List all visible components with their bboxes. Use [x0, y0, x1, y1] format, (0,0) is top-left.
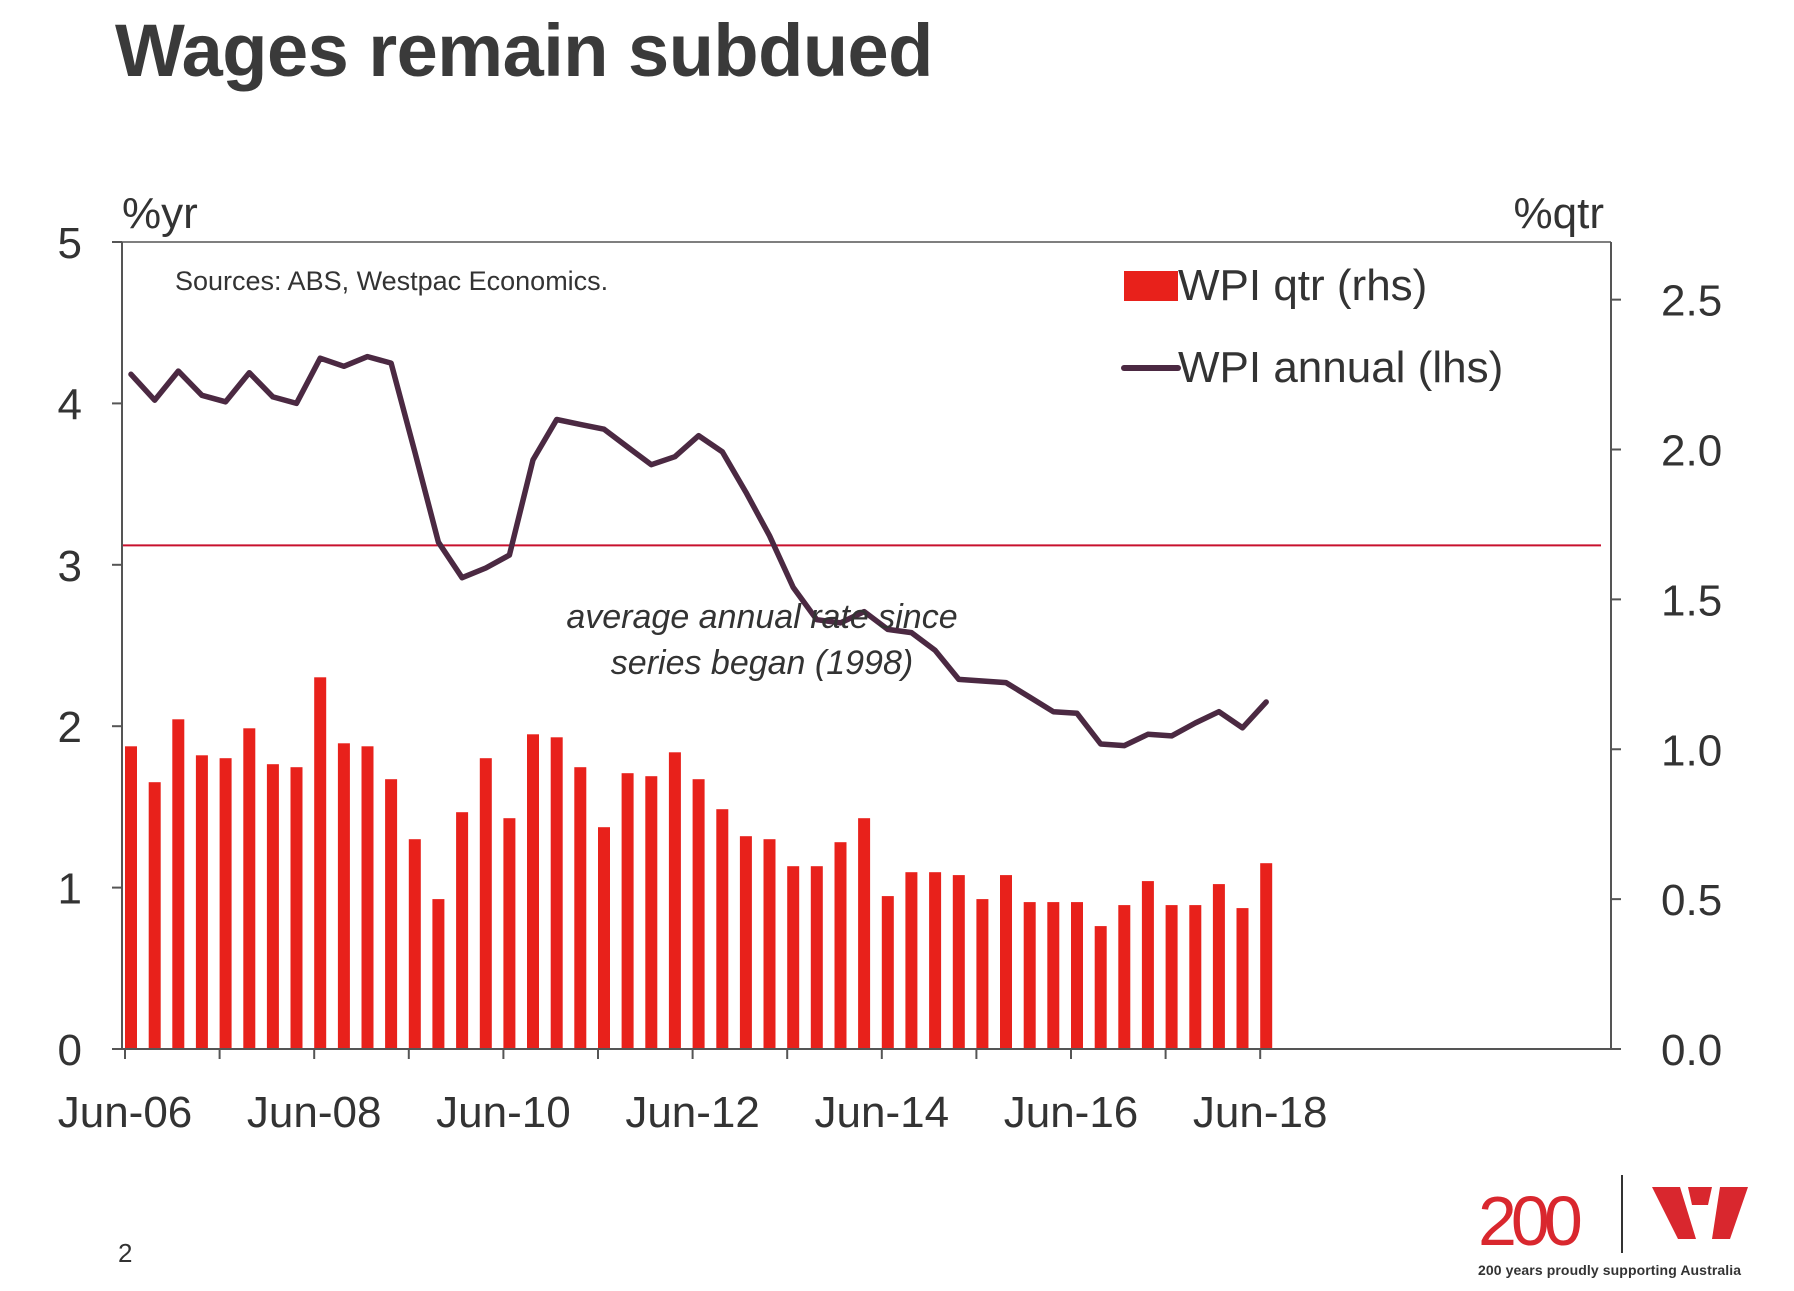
right-tick-label-0.5: 0.5 — [1661, 876, 1722, 925]
bar-Dec-09 — [456, 812, 469, 1049]
bar-Jun-07 — [219, 758, 232, 1049]
bar-Mar-09 — [385, 779, 398, 1049]
left-tick-label-1: 1 — [58, 865, 82, 914]
legend-line-label: WPI annual (lhs) — [1178, 343, 1503, 392]
wpi-annual-line — [128, 353, 1269, 749]
x-tick-label-Jun-10: Jun-10 — [436, 1088, 571, 1137]
bar-Mar-16 — [1047, 902, 1060, 1049]
bar-Dec-12 — [739, 836, 752, 1049]
bar-Mar-15 — [952, 875, 965, 1049]
westpac-200-logo: 200 — [1478, 1175, 1748, 1260]
average-label-line1: average annual rate since — [566, 598, 957, 636]
bar-Mar-11 — [574, 767, 587, 1049]
left-tick-label-5: 5 — [58, 219, 82, 268]
bar-Jun-12 — [692, 779, 705, 1049]
bar-Sep-06 — [148, 782, 161, 1049]
legend: WPI qtr (rhs) WPI annual (lhs) — [1121, 261, 1503, 392]
line-layer — [128, 353, 1269, 749]
bar-Dec-17 — [1212, 884, 1225, 1049]
left-tick-label-0: 0 — [58, 1026, 82, 1075]
bar-Dec-16 — [1118, 905, 1131, 1049]
bar-Mar-07 — [195, 755, 208, 1049]
axes-layer: 0 1 2 3 4 5 0.0 0.5 1.0 1.5 2.0 2.5 Jun-06 Jun-08 Jun-… — [58, 219, 1723, 1137]
bar-Mar-13 — [763, 839, 776, 1049]
average-annotation: average annual rate since series began (… — [566, 598, 957, 682]
left-tick-label-4: 4 — [58, 380, 82, 429]
right-tick-label-2.0: 2.0 — [1661, 427, 1722, 476]
right-tick-label-2.5: 2.5 — [1661, 277, 1722, 326]
logo-w-mid — [1688, 1187, 1712, 1205]
bar-Mar-14 — [858, 818, 871, 1049]
x-tick-label-Jun-06: Jun-06 — [58, 1088, 193, 1137]
bar-Jun-08 — [314, 677, 327, 1049]
right-tick-label-0.0: 0.0 — [1661, 1026, 1722, 1075]
bar-Jun-06 — [125, 746, 137, 1049]
bar-Mar-10 — [479, 758, 492, 1049]
bar-Jun-18 — [1260, 863, 1273, 1049]
bar-Sep-17 — [1189, 905, 1202, 1049]
bars-layer — [125, 677, 1273, 1049]
right-axis-unit: %qtr — [1514, 189, 1604, 238]
legend-bar-swatch — [1124, 271, 1178, 301]
bar-Dec-08 — [361, 746, 374, 1049]
x-tick-label-Jun-16: Jun-16 — [1004, 1088, 1139, 1137]
bar-Jun-16 — [1071, 902, 1083, 1049]
right-tick-label-1.5: 1.5 — [1661, 576, 1722, 625]
bar-Sep-15 — [1000, 875, 1012, 1049]
x-tick-label-Jun-08: Jun-08 — [247, 1088, 382, 1137]
left-tick-label-2: 2 — [58, 703, 82, 752]
bar-Mar-12 — [668, 752, 681, 1049]
bar-Dec-14 — [929, 872, 942, 1049]
left-axis-unit: %yr — [122, 189, 198, 238]
x-tick-label-Jun-14: Jun-14 — [815, 1088, 950, 1137]
bar-Sep-11 — [621, 773, 634, 1049]
bar-Jun-11 — [598, 827, 610, 1049]
bar-Jun-13 — [787, 866, 800, 1049]
legend-bar-label: WPI qtr (rhs) — [1178, 261, 1427, 310]
logo-tagline: 200 years proudly supporting Australia — [1478, 1262, 1742, 1278]
logo-w-right — [1712, 1187, 1748, 1239]
bar-Dec-11 — [645, 776, 658, 1049]
bar-Mar-17 — [1141, 881, 1154, 1049]
bar-Mar-18 — [1236, 908, 1249, 1049]
x-tick-label-Jun-12: Jun-12 — [625, 1088, 760, 1137]
average-label-line2: series began (1998) — [611, 644, 913, 682]
bar-Sep-10 — [527, 734, 539, 1049]
bar-Mar-08 — [290, 767, 303, 1049]
bar-Dec-07 — [266, 764, 279, 1049]
page-number: 2 — [118, 1238, 133, 1268]
left-tick-label-3: 3 — [58, 542, 82, 591]
bar-Jun-09 — [408, 839, 421, 1049]
logo-200-mark: 200 — [1478, 1182, 1581, 1260]
bar-Dec-13 — [834, 842, 847, 1049]
bar-Dec-15 — [1023, 902, 1036, 1049]
bar-Dec-10 — [550, 737, 563, 1049]
bar-Jun-10 — [503, 818, 516, 1049]
x-tick-label-Jun-18: Jun-18 — [1193, 1088, 1328, 1137]
bar-Dec-06 — [172, 719, 185, 1049]
bar-Sep-08 — [337, 743, 350, 1049]
bar-Sep-13 — [810, 866, 823, 1049]
logo-w-left — [1652, 1187, 1696, 1239]
bar-Sep-16 — [1094, 926, 1107, 1049]
wpi-chart: 0 1 2 3 4 5 0.0 0.5 1.0 1.5 2.0 2.5 Jun-06 Jun-08 Jun-… — [58, 189, 1723, 1137]
page-title: Wages remain subdued — [115, 9, 933, 92]
bar-Jun-15 — [976, 899, 989, 1049]
bar-Jun-17 — [1165, 905, 1178, 1049]
bar-Sep-14 — [905, 872, 918, 1049]
bar-Sep-09 — [432, 899, 445, 1049]
bar-Sep-12 — [716, 809, 729, 1049]
right-tick-label-1.0: 1.0 — [1661, 726, 1722, 775]
bar-Sep-07 — [243, 728, 256, 1049]
source-note: Sources: ABS, Westpac Economics. — [175, 266, 608, 296]
bar-Jun-14 — [881, 896, 894, 1049]
